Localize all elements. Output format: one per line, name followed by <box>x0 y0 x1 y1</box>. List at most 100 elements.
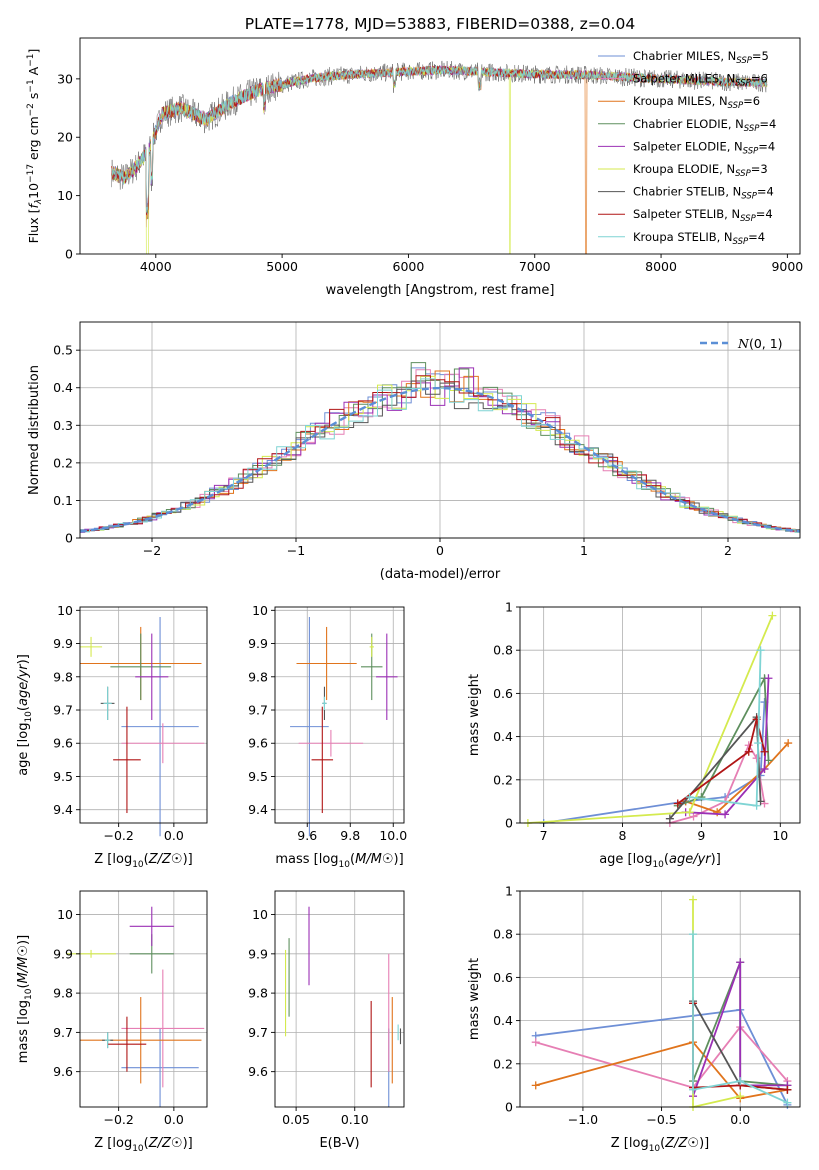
label-part: age/yr <box>669 852 712 867</box>
x-tick-label: −0.2 <box>103 1112 133 1127</box>
y-axis-label: mass [log10(M/M☉)] <box>16 935 34 1063</box>
weight-marker <box>713 808 722 817</box>
axes-frame <box>519 890 801 1108</box>
weight-line <box>677 674 770 807</box>
legend-tail: =3 <box>751 162 768 176</box>
legend-sub: SSP <box>728 101 744 111</box>
legend-tail: =4 <box>759 117 776 131</box>
x-tick-label: 6000 <box>393 259 425 274</box>
weight-line <box>535 1025 789 1089</box>
weight-marker <box>685 808 694 817</box>
y-tick-label: 10 <box>252 907 268 922</box>
label-part: E(B-V) <box>319 1136 359 1151</box>
x-tick-label: 2 <box>724 543 732 558</box>
label-part: Flux [ <box>26 209 41 244</box>
legend-text: Kroupa MILES, N <box>633 94 728 108</box>
weight-marker <box>768 611 777 620</box>
weight-marker <box>783 1098 792 1107</box>
x-tick-label: −0.2 <box>103 828 133 843</box>
axes-frame <box>274 606 405 824</box>
legend-entry: Kroupa ELODIE, NSSP=3 <box>633 162 768 179</box>
y-tick-label: 0.2 <box>493 1056 513 1071</box>
weight-marker <box>783 1085 792 1094</box>
label-part: log <box>16 1000 31 1020</box>
y-tick-label: 0.8 <box>493 927 513 942</box>
x-tick-label: 0.10 <box>341 1112 369 1127</box>
label-part: ( <box>660 1136 665 1151</box>
y-axis-label: mass weight <box>467 958 482 1040</box>
axes-frame <box>79 606 208 824</box>
weight-marker <box>685 793 694 802</box>
x-tick-label: 0.05 <box>282 1112 310 1127</box>
weight-line <box>692 962 788 1097</box>
axes-frame <box>79 37 801 255</box>
label-part: ] <box>188 852 193 867</box>
label-part: ( <box>16 706 31 711</box>
legend-sub: SSP <box>736 56 752 66</box>
legend-entry: Kroupa MILES, NSSP=6 <box>633 94 760 111</box>
y-tick-label: 9.4 <box>248 802 268 817</box>
weight-marker <box>736 1092 745 1101</box>
y-tick-label: 9.6 <box>248 736 268 751</box>
legend-entry: Chabrier MILES, NSSP=5 <box>633 49 769 66</box>
y-tick-label: 10 <box>57 188 73 203</box>
spectrum-panel: 4000 5000 6000 7000 8000 9000 0 10 20 30 wavelengt… <box>26 37 803 298</box>
label-part: log <box>16 723 31 743</box>
x-tick-label: 1 <box>580 543 588 558</box>
x-tick-label: 7 <box>540 828 548 843</box>
label-part: s <box>26 93 41 104</box>
weight-marker <box>736 1077 745 1086</box>
weight-marker <box>764 756 773 765</box>
x-tick-label: −1 <box>287 543 305 558</box>
label-part: M/M☉ <box>16 945 31 983</box>
axes-frame <box>79 890 208 1108</box>
x-tick-label: 10.0 <box>379 828 407 843</box>
y-tick-label: 0.6 <box>493 970 513 985</box>
legend-entry: Salpeter MILES, NSSP=6 <box>633 72 768 89</box>
legend-text: Chabrier ELODIE, N <box>633 117 744 131</box>
residuals-panel: −2 −1 0 1 2 0 0.1 0.2 0.3 0.4 0.5 (data-model)/erro… <box>27 321 801 582</box>
x-tick-label: 0.0 <box>730 1112 750 1127</box>
x-axis-label: mass [log10(M/M☉)] <box>275 852 403 870</box>
x-axis-label: age [log10(age/yr)] <box>599 852 721 870</box>
legend-sub: SSP <box>744 124 760 134</box>
label-part: ( <box>144 1136 149 1151</box>
legend-text: N <box>737 336 750 351</box>
y-tick-label: 9.7 <box>248 703 268 718</box>
label-part: ) <box>16 940 31 945</box>
y-tick-label: 0.3 <box>53 418 73 433</box>
x-tick-label: 9.6 <box>297 828 317 843</box>
legend-text: Kroupa ELODIE, N <box>633 162 735 176</box>
label-part: log <box>112 852 132 867</box>
x-tick-label: −1.0 <box>568 1112 598 1127</box>
label-part: ] <box>704 1136 709 1151</box>
x-tick-label: 10 <box>772 828 788 843</box>
legend-sub: SSP <box>741 192 757 202</box>
y-tick-label: 9.9 <box>248 946 268 961</box>
legend-tail: =5 <box>752 49 769 63</box>
x-tick-label: 0.0 <box>164 1112 184 1127</box>
legend-entry: Chabrier ELODIE, NSSP=4 <box>633 117 776 134</box>
label-part: ) <box>394 852 399 867</box>
label-part: 10 <box>132 1144 144 1154</box>
y-tick-label: 0 <box>505 1100 513 1115</box>
label-part: f <box>26 203 41 209</box>
label-part: λ <box>34 199 44 205</box>
legend-tail: =6 <box>751 72 768 86</box>
y-tick-label: 20 <box>57 130 73 145</box>
label-part: Z/Z☉ <box>148 1136 183 1151</box>
x-tick-label: 0.0 <box>164 828 184 843</box>
label-part: mass [ <box>275 852 318 867</box>
legend-tail: =4 <box>758 139 775 153</box>
x-tick-label: 9000 <box>771 259 803 274</box>
weight-marker <box>744 747 753 756</box>
y-tick-label: 9.5 <box>53 769 73 784</box>
y-tick-label: 1 <box>505 884 513 899</box>
legend-text: (0, 1) <box>749 336 783 351</box>
label-part: −1 <box>26 79 36 92</box>
label-part: ] <box>16 654 31 659</box>
legend-text: Salpeter MILES, N <box>633 72 735 86</box>
figure-title: PLATE=1778, MJD=53883, FIBERID=0388, z=0… <box>245 15 635 33</box>
legend-tail: =4 <box>757 185 774 199</box>
weight-marker <box>764 674 773 683</box>
